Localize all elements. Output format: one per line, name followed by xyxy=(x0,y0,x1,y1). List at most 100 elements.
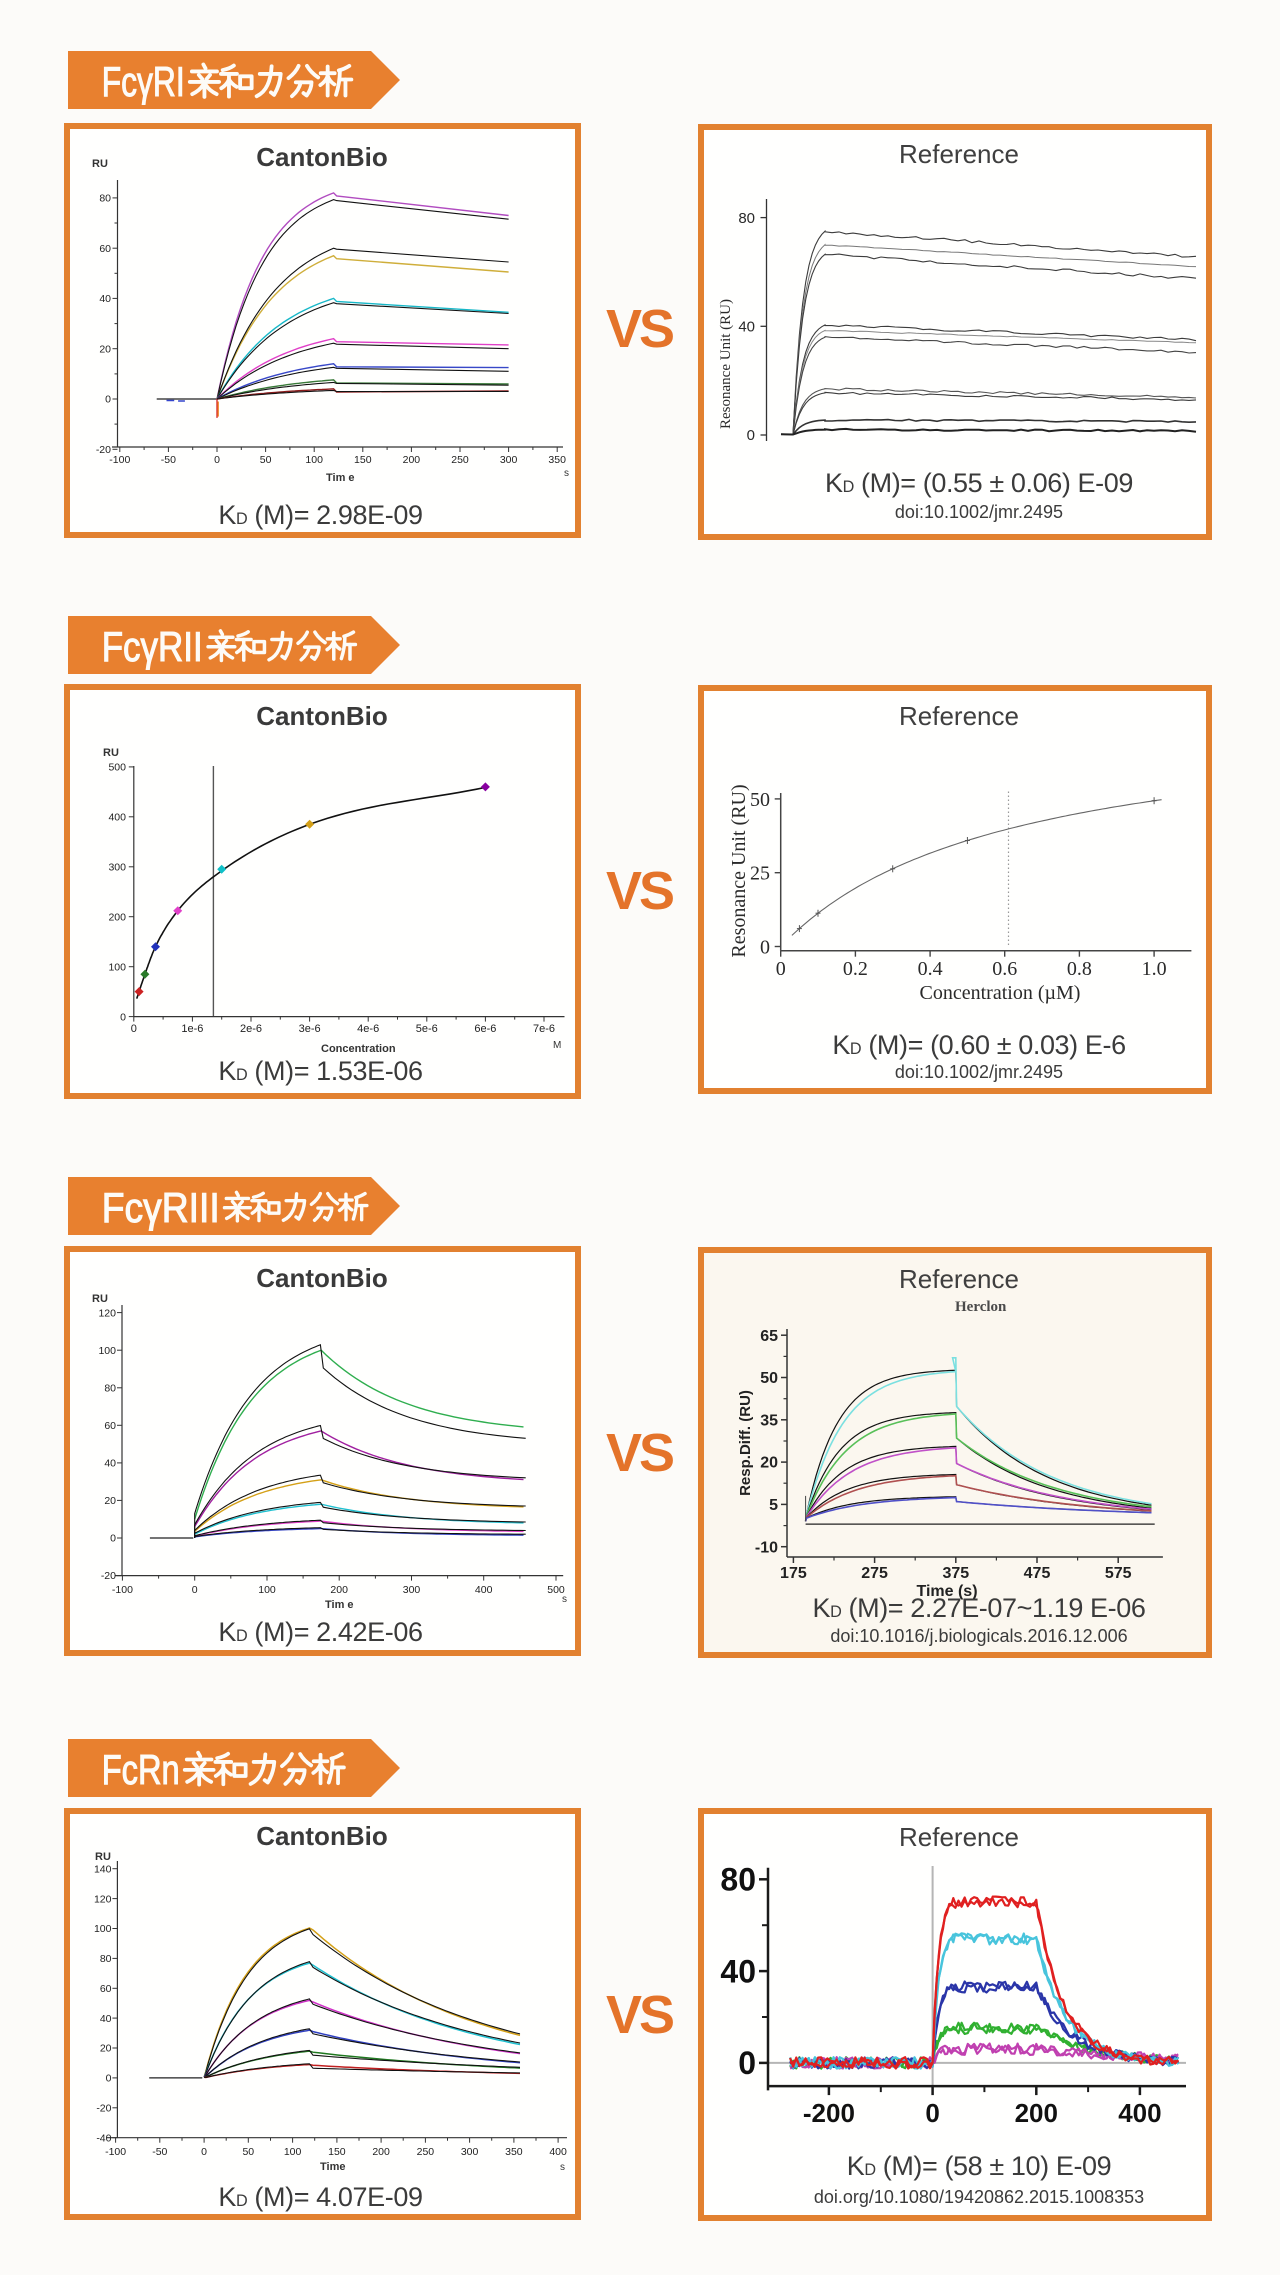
svg-text:25: 25 xyxy=(750,863,770,885)
svg-text:60: 60 xyxy=(100,1983,112,1995)
svg-text:35: 35 xyxy=(760,1412,778,1429)
svg-text:-100: -100 xyxy=(112,1584,133,1596)
svg-text:0: 0 xyxy=(192,1584,198,1596)
svg-text:Reference: Reference xyxy=(899,1264,1019,1294)
svg-text:Resonance Unit (RU): Resonance Unit (RU) xyxy=(718,299,734,429)
svg-text:0: 0 xyxy=(120,1011,126,1023)
svg-text:100: 100 xyxy=(94,1923,112,1935)
svg-text:250: 250 xyxy=(417,2146,435,2158)
svg-text:0: 0 xyxy=(738,2045,756,2081)
svg-text:175: 175 xyxy=(780,1565,807,1582)
svg-text:Concentration: Concentration xyxy=(321,1043,396,1055)
svg-text:0: 0 xyxy=(776,958,786,980)
svg-text:0.4: 0.4 xyxy=(918,958,943,980)
svg-text:400: 400 xyxy=(1118,2098,1161,2128)
svg-text:-20: -20 xyxy=(101,1570,116,1582)
svg-text:-50: -50 xyxy=(152,2146,167,2158)
svg-text:400: 400 xyxy=(549,2146,567,2158)
svg-text:7e-6: 7e-6 xyxy=(533,1023,555,1035)
svg-text:120: 120 xyxy=(98,1307,116,1319)
svg-text:300: 300 xyxy=(108,862,126,874)
svg-text:50: 50 xyxy=(760,1370,778,1387)
svg-text:CantonBio: CantonBio xyxy=(256,1263,387,1293)
svg-text:CantonBio: CantonBio xyxy=(256,1821,387,1851)
svg-text:350: 350 xyxy=(548,454,566,466)
svg-text:0: 0 xyxy=(747,427,755,444)
svg-text:100: 100 xyxy=(258,1584,276,1596)
svg-text:Reference: Reference xyxy=(899,1822,1019,1852)
svg-text:40: 40 xyxy=(99,293,111,305)
svg-text:M: M xyxy=(553,1040,561,1051)
svg-text:50: 50 xyxy=(242,2146,254,2158)
svg-text:100: 100 xyxy=(305,454,323,466)
svg-text:200: 200 xyxy=(1015,2098,1058,2128)
svg-text:80: 80 xyxy=(99,193,111,205)
svg-text:40: 40 xyxy=(104,1458,116,1470)
svg-text:0: 0 xyxy=(105,394,111,406)
svg-text:Reference: Reference xyxy=(899,139,1019,169)
svg-text:0: 0 xyxy=(106,2073,112,2085)
svg-text:RU: RU xyxy=(103,747,119,759)
svg-text:RU: RU xyxy=(95,1851,111,1863)
svg-text:400: 400 xyxy=(475,1584,493,1596)
svg-text:40: 40 xyxy=(720,1953,756,1989)
svg-text:Time (s): Time (s) xyxy=(916,1583,977,1600)
svg-text:500: 500 xyxy=(108,762,126,774)
svg-text:0: 0 xyxy=(110,1533,116,1545)
svg-text:60: 60 xyxy=(104,1420,116,1432)
svg-text:0.6: 0.6 xyxy=(992,958,1017,980)
svg-text:60: 60 xyxy=(99,243,111,255)
svg-text:-10: -10 xyxy=(755,1539,778,1556)
svg-text:Resonance Unit (RU): Resonance Unit (RU) xyxy=(728,784,750,957)
svg-text:FcγRI: FcγRI xyxy=(102,58,185,105)
svg-text:-100: -100 xyxy=(105,2146,126,2158)
svg-text:475: 475 xyxy=(1024,1565,1051,1582)
svg-text:150: 150 xyxy=(328,2146,346,2158)
svg-text:RU: RU xyxy=(92,1293,108,1305)
svg-text:50: 50 xyxy=(260,454,272,466)
svg-text:CantonBio: CantonBio xyxy=(256,701,387,731)
svg-text:-50: -50 xyxy=(161,454,176,466)
svg-text:1e-6: 1e-6 xyxy=(181,1023,203,1035)
svg-text:2e-6: 2e-6 xyxy=(240,1023,262,1035)
svg-text:Time: Time xyxy=(320,2161,345,2173)
svg-text:0: 0 xyxy=(201,2146,207,2158)
svg-text:500: 500 xyxy=(547,1584,565,1596)
svg-text:20: 20 xyxy=(100,2043,112,2055)
svg-text:350: 350 xyxy=(505,2146,523,2158)
svg-text:0: 0 xyxy=(214,454,220,466)
svg-text:Tim e: Tim e xyxy=(325,1599,354,1611)
svg-text:120: 120 xyxy=(94,1893,112,1905)
svg-text:-200: -200 xyxy=(803,2098,855,2128)
svg-text:CantonBio: CantonBio xyxy=(256,142,387,172)
svg-text:300: 300 xyxy=(500,454,518,466)
svg-text:RU: RU xyxy=(92,158,108,170)
svg-text:65: 65 xyxy=(760,1328,778,1345)
svg-text:1.0: 1.0 xyxy=(1142,958,1167,980)
svg-text:0: 0 xyxy=(760,937,770,959)
svg-text:100: 100 xyxy=(98,1345,116,1357)
svg-text:0.8: 0.8 xyxy=(1067,958,1092,980)
svg-text:50: 50 xyxy=(750,789,770,811)
svg-text:Concentration (µM): Concentration (µM) xyxy=(920,982,1081,1004)
svg-text:575: 575 xyxy=(1105,1565,1132,1582)
svg-text:250: 250 xyxy=(451,454,469,466)
svg-text:4e-6: 4e-6 xyxy=(357,1023,379,1035)
svg-text:80: 80 xyxy=(104,1382,116,1394)
svg-text:-20: -20 xyxy=(96,2103,111,2115)
svg-text:140: 140 xyxy=(94,1863,112,1875)
svg-text:FcγRIII: FcγRIII xyxy=(102,1184,220,1231)
svg-text:-40: -40 xyxy=(96,2132,111,2144)
svg-text:375: 375 xyxy=(942,1565,969,1582)
svg-text:150: 150 xyxy=(354,454,372,466)
svg-text:s: s xyxy=(562,1594,567,1605)
svg-text:s: s xyxy=(560,2162,565,2173)
svg-text:-20: -20 xyxy=(96,444,111,456)
svg-text:Herclon: Herclon xyxy=(955,1299,1007,1315)
svg-text:-100: -100 xyxy=(109,454,130,466)
svg-text:Reference: Reference xyxy=(899,701,1019,731)
svg-text:300: 300 xyxy=(461,2146,479,2158)
svg-text:0: 0 xyxy=(131,1023,137,1035)
svg-text:100: 100 xyxy=(108,961,126,973)
svg-text:200: 200 xyxy=(403,454,421,466)
